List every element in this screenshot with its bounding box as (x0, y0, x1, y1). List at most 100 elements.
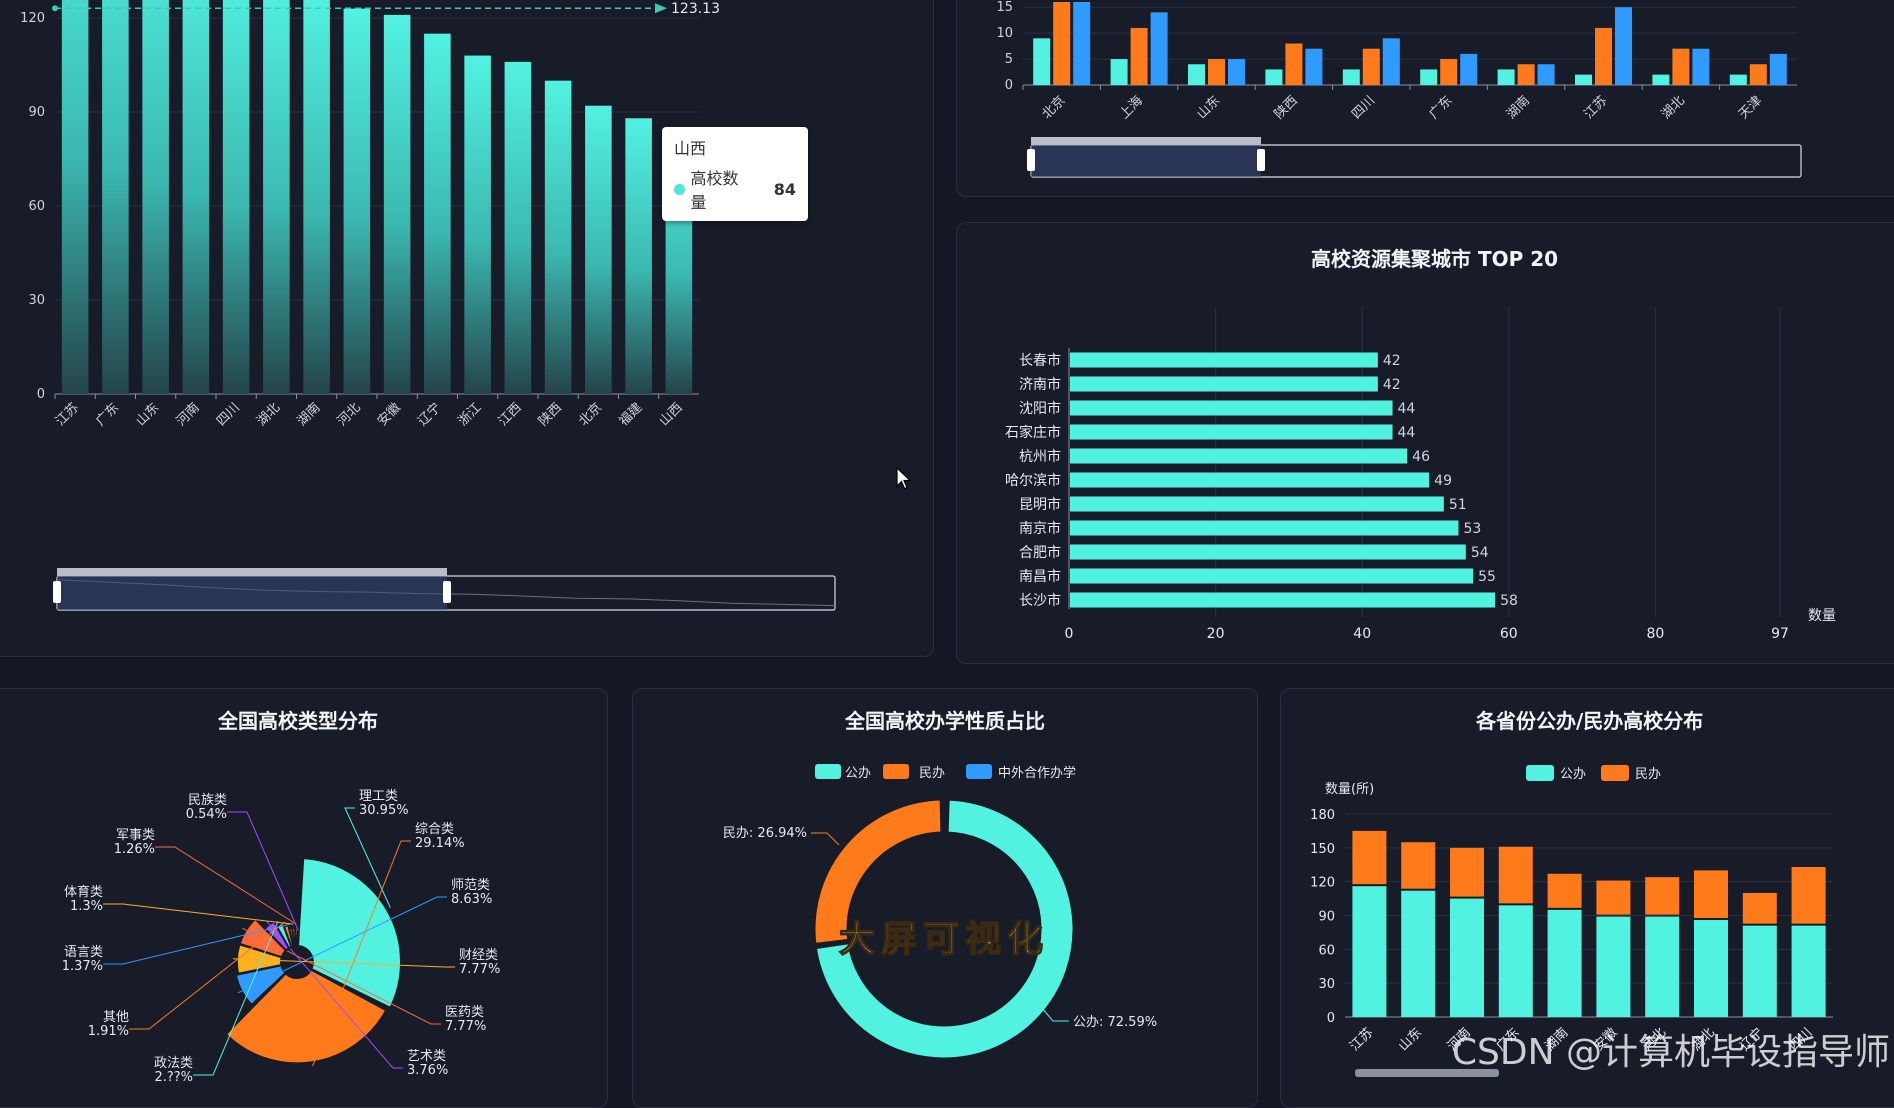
main-xtick-label: 江苏 (52, 400, 82, 430)
grouped-xtick-label: 陕西 (1272, 93, 1301, 122)
cities-category-label: 长春市 (1019, 352, 1061, 369)
main-ytick-label: 30 (28, 293, 45, 308)
stacked-ytick-label: 90 (1318, 910, 1335, 925)
grouped-xtick-label: 上海 (1117, 93, 1146, 122)
zoom-slider-window (57, 570, 447, 610)
types-label-name: 体育类 (64, 884, 103, 900)
main-xtick-label: 北京 (576, 400, 605, 429)
main-bar (142, 0, 169, 394)
types-label-percent: 7.77% (445, 1019, 486, 1034)
stacked-legend-label-minban: 民办 (1635, 767, 1661, 782)
grouped-bar (1749, 64, 1767, 85)
cities-xtick-label: 60 (1500, 626, 1518, 642)
grouped-ytick-label: 5 (1005, 52, 1013, 67)
cities-value-label: 58 (1500, 593, 1518, 609)
stacked-bar-minban (1352, 830, 1387, 885)
cities-value-label: 42 (1383, 377, 1401, 393)
grouped-bar (1305, 48, 1323, 85)
stacked-xtick-label: 江苏 (1347, 1025, 1377, 1055)
main-bar (222, 0, 250, 395)
province-bar-chart: 0 30 60 90 120 江苏 广东 山东 河南 四川 湖北 湖南 河北 安徽 辽宁 浙江 江西 陕西 北京 福建… (20, 0, 836, 611)
grouped-bar (1652, 74, 1670, 85)
cities-value-label: 51 (1449, 497, 1467, 513)
types-label-percent: 7.77% (459, 962, 500, 977)
stacked-legend-label-gongban: 公办 (1560, 767, 1586, 782)
types-label-name: 军事类 (116, 828, 155, 843)
main-ytick-label: 120 (20, 11, 45, 26)
main-bar (585, 105, 612, 394)
cities-xlabel: 数量 (1808, 608, 1836, 624)
main-xtick-label: 山西 (657, 400, 686, 429)
main-bar (464, 55, 491, 394)
cities-category-label: 昆明市 (1019, 496, 1061, 513)
types-label-name: 政法类 (154, 1056, 193, 1071)
zoom-slider-handle-left (53, 581, 61, 603)
nature-label-minban: 民办: 26.94% (723, 826, 807, 841)
stacked-xtick-label: 山东 (1396, 1025, 1425, 1054)
stacked-ylabel: 数量(所) (1325, 782, 1374, 797)
cities-category-label: 南京市 (1019, 520, 1061, 537)
grouped-bar (1537, 64, 1555, 85)
nature-legend-label: 民办 (919, 766, 945, 781)
grouped-zoom-window (1031, 139, 1261, 177)
stacked-title: 各省份公办/民办高校分布 (1476, 709, 1704, 733)
main-xtick-label: 河南 (173, 400, 203, 430)
main-ytick-label: 90 (28, 105, 45, 120)
nature-label-line-minban (811, 832, 840, 846)
stacked-bar-minban (1498, 846, 1533, 904)
types-label-line (344, 807, 391, 908)
types-label-percent: 8.63% (451, 892, 492, 907)
stacked-bar-minban (1694, 870, 1728, 919)
types-rose-chart: 理工类30.95%综合类29.14%师范类8.63%财经类7.77%医药类7.7… (62, 789, 501, 1085)
nature-panel: 全国高校办学性质占比 公办 民办 中外合作办学 公办: 72.59% 民办: 26.94… (632, 688, 1258, 1108)
nature-legend-swatch (815, 764, 841, 779)
grouped-xtick-label: 江苏 (1581, 93, 1611, 123)
grouped-bar (1692, 48, 1710, 85)
types-label-percent: 1.26% (114, 842, 155, 857)
main-xtick-label: 陕西 (536, 400, 565, 429)
grouped-bar (1460, 53, 1478, 85)
types-label-percent: 1.91% (88, 1024, 129, 1039)
main-xtick-label: 福建 (616, 400, 645, 429)
cities-category-label: 石家庄市 (1005, 424, 1061, 441)
cities-bar (1070, 448, 1408, 464)
main-ytick-label: 0 (37, 387, 45, 402)
province-bar-panel: 0 30 60 90 120 江苏 广东 山东 河南 四川 湖北 湖南 河北 安徽 辽宁 浙江 江西 陕西 北京 福建… (0, 0, 934, 657)
cities-bar (1070, 568, 1474, 584)
nature-legend-label: 公办 (845, 766, 871, 781)
main-xtick-label: 湖北 (254, 400, 283, 429)
cities-bar (1070, 544, 1466, 560)
types-label-name: 师范类 (451, 878, 490, 893)
nature-legend-swatch (966, 764, 992, 779)
cities-value-label: 46 (1412, 449, 1430, 465)
grouped-bar (1517, 64, 1535, 85)
main-xtick-label: 广东 (93, 400, 122, 429)
main-xtick-label: 浙江 (455, 400, 484, 429)
types-label-line (155, 846, 297, 925)
stacked-ytick-label: 60 (1318, 943, 1335, 958)
stacked-legend-swatch-minban (1601, 765, 1629, 781)
main-bar (102, 0, 129, 395)
cities-bar (1070, 592, 1496, 608)
grouped-bar (1188, 64, 1205, 85)
types-panel: 全国高校类型分布 理工类 30.95% 综合类 29.14% 师范类 8.63% 财经类 7.… (0, 688, 608, 1108)
stacked-bar-minban (1547, 873, 1582, 908)
nature-slice (812, 797, 944, 946)
grouped-bar (1033, 38, 1051, 85)
grouped-bar (1073, 2, 1091, 85)
stacked-ytick-label: 180 (1310, 808, 1335, 823)
nature-label-line-gongban (1040, 1006, 1069, 1022)
types-label-line (237, 896, 447, 994)
types-label-percent: 29.14% (415, 836, 465, 851)
grouped-xtick-label: 湖南 (1503, 93, 1533, 123)
cities-bar (1070, 352, 1378, 368)
grouped-bar (1285, 43, 1303, 85)
grouped-xtick-label: 四川 (1349, 93, 1378, 122)
stacked-bar-chart: 公办 民办数量(所)0306090120150180江苏 山东 河南 广东 湖南 安徽 河北湖… (1310, 765, 1833, 1077)
grouped-ytick-label: 0 (1005, 78, 1013, 93)
nature-slice (813, 797, 1076, 1061)
stacked-bar-gongban (1596, 916, 1631, 1017)
types-label-line (232, 958, 455, 968)
mean-markline-label: 123.13 (671, 1, 720, 17)
grouped-bar (1575, 74, 1592, 85)
